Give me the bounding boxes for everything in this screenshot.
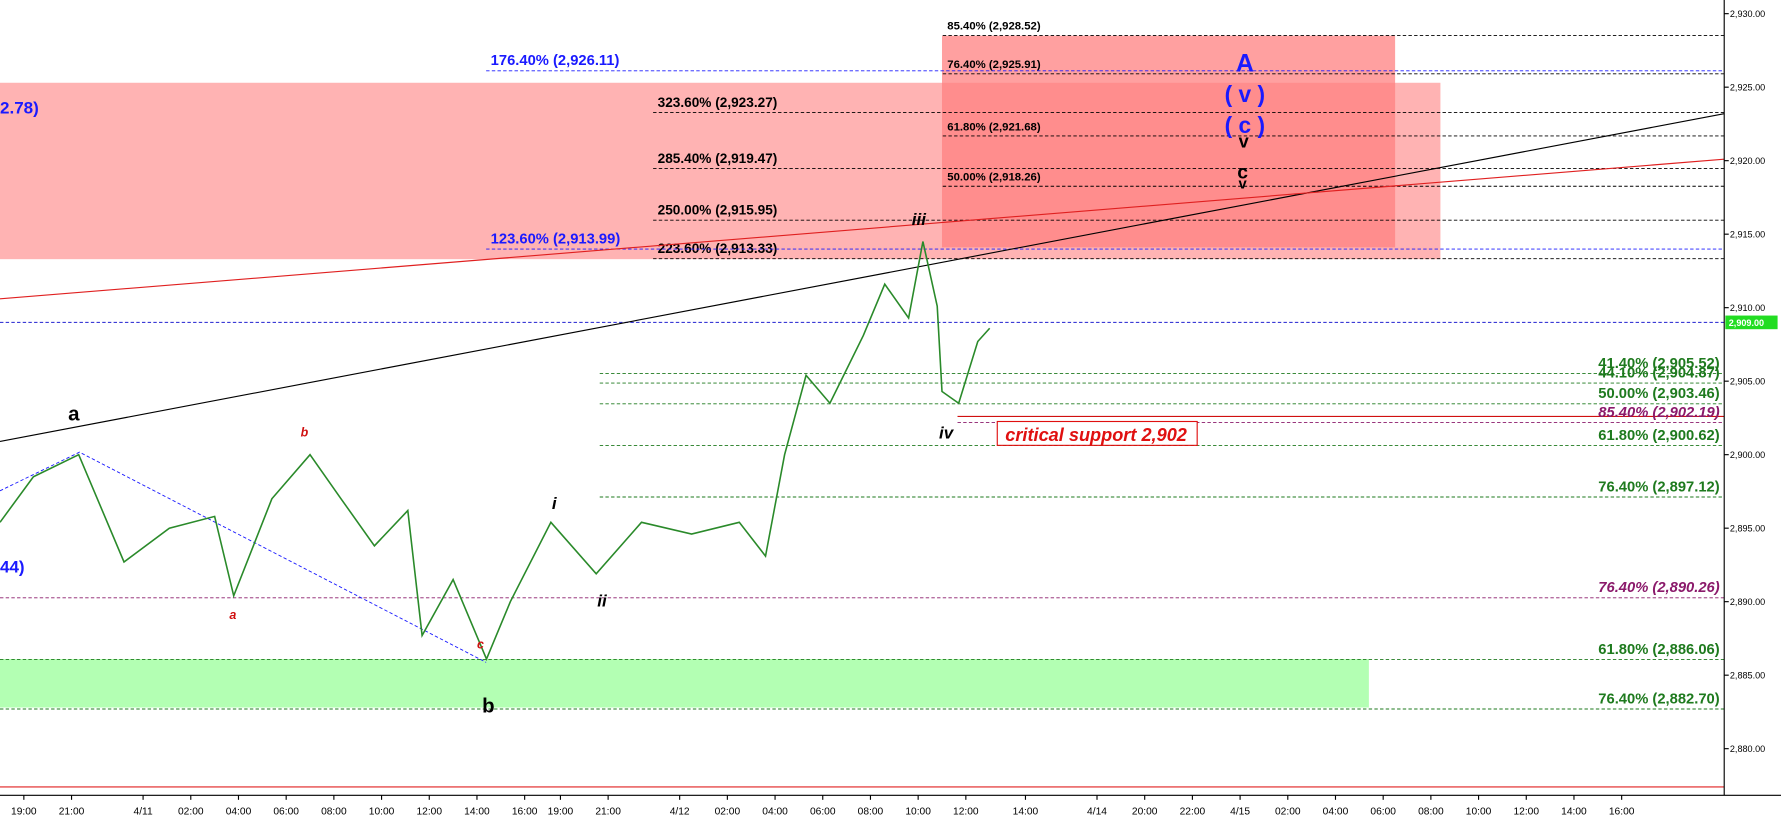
last-price-box bbox=[1725, 315, 1778, 330]
y-tick-label: 2,915.00 bbox=[1730, 230, 1765, 240]
wave-label: v bbox=[1239, 177, 1248, 193]
wave-label: 2.78) bbox=[0, 99, 39, 118]
fib-level-label: 50.00% (2,903.46) bbox=[1598, 386, 1719, 402]
fib-level-label: 176.40% (2,926.11) bbox=[491, 53, 620, 69]
y-tick-label: 2,885.00 bbox=[1730, 671, 1765, 681]
x-tick-label: 12:00 bbox=[953, 807, 979, 818]
x-tick-label: 02:00 bbox=[1275, 807, 1301, 818]
y-tick-label: 2,890.00 bbox=[1730, 597, 1765, 607]
wave-label: a bbox=[68, 402, 80, 425]
x-tick-label: 06:00 bbox=[1370, 807, 1396, 818]
x-tick-label: 14:00 bbox=[464, 807, 490, 818]
wave-label: 44) bbox=[0, 558, 25, 577]
y-tick-label: 2,895.00 bbox=[1730, 524, 1765, 534]
wave-label: A bbox=[1236, 50, 1254, 78]
x-tick-label: 08:00 bbox=[858, 807, 884, 818]
x-tick-label: 10:00 bbox=[905, 807, 931, 818]
x-tick-label: 14:00 bbox=[1561, 807, 1587, 818]
y-tick-label: 2,925.00 bbox=[1730, 83, 1765, 93]
trend-line bbox=[0, 113, 1725, 443]
x-tick-label: 14:00 bbox=[1013, 807, 1039, 818]
fib-level-label: 76.40% (2,890.26) bbox=[1598, 580, 1719, 596]
fib-level-label: 50.00% (2,918.26) bbox=[947, 172, 1041, 184]
fib-level-label: 323.60% (2,923.27) bbox=[658, 95, 778, 110]
wave-label: i bbox=[552, 494, 558, 513]
fib-level-label: 250.00% (2,915.95) bbox=[658, 203, 778, 218]
x-tick-label: 21:00 bbox=[595, 807, 621, 818]
wave-label: ( c ) bbox=[1225, 112, 1265, 138]
x-tick-label: 12:00 bbox=[1513, 807, 1539, 818]
x-tick-label: 04:00 bbox=[226, 807, 252, 818]
x-tick-label: 20:00 bbox=[1132, 807, 1158, 818]
fib-level-label: 285.40% (2,919.47) bbox=[658, 151, 778, 166]
price-line bbox=[0, 241, 991, 662]
fib-level-label: 123.60% (2,913.99) bbox=[491, 231, 621, 247]
fib-level-label: 85.40% (2,928.52) bbox=[947, 21, 1041, 33]
y-tick-label: 2,910.00 bbox=[1730, 303, 1765, 313]
fib-level-label: 76.40% (2,882.70) bbox=[1598, 691, 1719, 707]
fib-level-label: 76.40% (2,925.91) bbox=[947, 59, 1041, 71]
fib-level-label: 76.40% (2,897.12) bbox=[1598, 479, 1719, 495]
y-tick-label: 2,920.00 bbox=[1730, 156, 1765, 166]
y-tick-label: 2,930.00 bbox=[1730, 9, 1765, 19]
x-tick-label: 06:00 bbox=[810, 807, 836, 818]
x-tick-label: 16:00 bbox=[1609, 807, 1635, 818]
wave-connector bbox=[0, 451, 487, 663]
zone bbox=[0, 659, 1369, 708]
y-tick-label: 2,880.00 bbox=[1730, 744, 1765, 754]
x-tick-label: 04:00 bbox=[762, 807, 788, 818]
wave-label: b bbox=[482, 694, 494, 717]
x-tick-label: 4/15 bbox=[1230, 807, 1250, 818]
x-tick-label: 02:00 bbox=[715, 807, 741, 818]
wave-label: c bbox=[1237, 162, 1248, 183]
last-price-label: 2,909.00 bbox=[1729, 318, 1764, 328]
fib-level-label: 61.80% (2,886.06) bbox=[1598, 642, 1719, 658]
x-tick-label: 4/12 bbox=[670, 807, 690, 818]
fib-level-label: 85.40% (2,902.19) bbox=[1598, 405, 1719, 421]
x-tick-label: 16:00 bbox=[512, 807, 538, 818]
x-tick-label: 10:00 bbox=[1466, 807, 1492, 818]
wave-label: b bbox=[301, 425, 309, 439]
wave-label: v bbox=[1239, 132, 1250, 152]
wave-label: ( v ) bbox=[1225, 81, 1265, 107]
x-tick-label: 02:00 bbox=[178, 807, 204, 818]
wave-label: critical support 2,902 bbox=[1005, 425, 1187, 445]
wave-label: c bbox=[477, 638, 484, 652]
trend-line bbox=[0, 158, 1725, 300]
y-tick-label: 2,900.00 bbox=[1730, 450, 1765, 460]
x-tick-label: 08:00 bbox=[321, 807, 347, 818]
y-tick-label: 2,905.00 bbox=[1730, 377, 1765, 387]
fib-level-label: 41.40% (2,905.52) bbox=[1598, 356, 1719, 372]
x-tick-label: 06:00 bbox=[273, 807, 299, 818]
x-tick-label: 10:00 bbox=[369, 807, 395, 818]
wave-label: iv bbox=[939, 424, 955, 443]
wave-label: a bbox=[229, 608, 236, 622]
fib-level-label: 223.60% (2,913.33) bbox=[658, 241, 778, 256]
x-tick-label: 04:00 bbox=[1323, 807, 1349, 818]
wave-label: iii bbox=[912, 210, 927, 229]
wave-label: ii bbox=[597, 592, 608, 611]
x-tick-label: 08:00 bbox=[1418, 807, 1444, 818]
x-tick-label: 22:00 bbox=[1180, 807, 1206, 818]
fib-level-label: 61.80% (2,900.62) bbox=[1598, 428, 1719, 444]
fib-level-label: 61.80% (2,921.68) bbox=[947, 121, 1041, 133]
x-tick-label: 19:00 bbox=[11, 807, 37, 818]
x-tick-label: 4/14 bbox=[1087, 807, 1107, 818]
x-tick-label: 12:00 bbox=[416, 807, 442, 818]
annotation-box bbox=[996, 420, 1198, 446]
x-tick-label: 4/11 bbox=[134, 807, 153, 818]
x-tick-label: 19:00 bbox=[548, 807, 574, 818]
x-tick-label: 21:00 bbox=[59, 807, 85, 818]
fib-level-label: 44.10% (2,904.87) bbox=[1598, 365, 1719, 381]
